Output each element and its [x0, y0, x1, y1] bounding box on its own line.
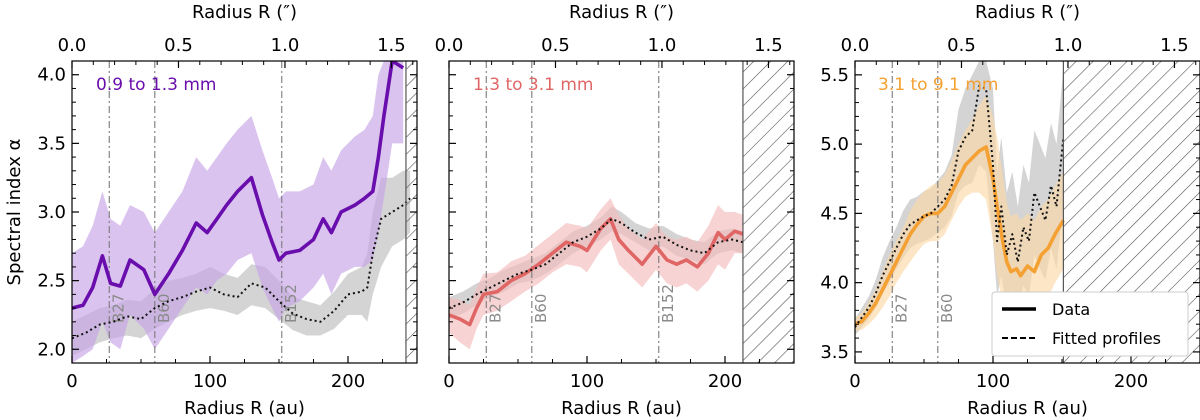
x-tick-label: 0 [443, 371, 454, 392]
x-tick-label: 100 [570, 371, 604, 392]
panel-2-ticks: 0 100 200 0.0 0.5 1.0 1.5 [435, 35, 795, 392]
top-tick-label: 0.5 [541, 35, 570, 56]
panel-2-label: 1.3 to 3.1 mm [473, 75, 593, 95]
y-tick-label: 3.5 [37, 133, 66, 154]
x-tick-label: 0 [849, 371, 860, 392]
x-tick-label: 0 [66, 371, 77, 392]
panel-2-xlabel: Radius R (au) [561, 398, 682, 419]
gap-marker-label: B60 [155, 294, 173, 323]
fit-uncertainty-band [449, 206, 743, 320]
legend-box [991, 291, 1189, 357]
panel-2: B27 B60 B152 0 100 200 0.0 0.5 1.0 1.5 1.3 to 3.… [435, 2, 795, 419]
gap-marker-label: B60 [938, 294, 956, 323]
x-tick-label: 100 [976, 371, 1010, 392]
panel-3: B27 B60 0 100 200 0.0 0.5 1.0 1.5 3.5 4.0 4.5 5.0 5.… [820, 2, 1200, 419]
gap-marker-label: B60 [532, 294, 550, 323]
top-tick-label: 0.0 [435, 35, 464, 56]
panel-1-plot: B27 B60 B152 [72, 61, 417, 363]
data-uncertainty-band [449, 198, 743, 350]
y-tick-label: 4.0 [37, 65, 66, 86]
x-tick-label: 200 [708, 371, 742, 392]
panel-3-label: 3.1 to 9.1 mm [878, 75, 998, 95]
panel-2-plot: B27 B60 B152 [449, 61, 794, 363]
y-tick-label: 4.0 [820, 273, 849, 294]
y-tick-label: 4.5 [820, 203, 849, 224]
top-tick-label: 0.5 [947, 35, 976, 56]
legend-data-label: Data [1052, 300, 1090, 319]
y-tick-label: 3.0 [37, 202, 66, 223]
panel-1-ticks: 0 100 200 0.0 0.5 1.0 1.5 2.0 2.5 3.0 3.5 4.0 [37, 35, 418, 392]
gap-marker-label: B27 [486, 294, 504, 323]
panel-1: B27 B60 B152 0 100 200 0.0 0.5 1.0 1.5 2.0 2.5 3.0 3… [4, 2, 418, 419]
top-tick-label: 1.5 [1160, 35, 1189, 56]
y-tick-label: 2.0 [37, 339, 66, 360]
hatched-region [742, 61, 794, 363]
top-tick-label: 1.0 [648, 35, 677, 56]
data-line [449, 217, 744, 327]
y-tick-label: 5.0 [820, 134, 849, 155]
top-tick-label: 1.5 [377, 35, 406, 56]
x-tick-label: 200 [331, 371, 365, 392]
x-tick-label: 200 [1114, 371, 1148, 392]
top-tick-label: 1.0 [271, 35, 300, 56]
gap-marker-label: B152 [282, 284, 300, 323]
fit-line [72, 197, 411, 340]
top-tick-label: 1.5 [754, 35, 783, 56]
legend-fit-label: Fitted profiles [1052, 329, 1161, 348]
panel-2-top-xlabel: Radius R (″) [569, 2, 674, 23]
y-axis-label: Spectral index α [4, 139, 25, 286]
legend: Data Fitted profiles [991, 291, 1189, 357]
gap-marker-label: B27 [109, 294, 127, 323]
data-line [72, 61, 405, 310]
panel-3-xlabel: Radius R (au) [967, 398, 1088, 419]
top-tick-label: 0.5 [164, 35, 193, 56]
panel-3-top-xlabel: Radius R (″) [975, 2, 1080, 23]
panel-1-xlabel: Radius R (au) [184, 398, 305, 419]
data-line [855, 145, 1065, 326]
top-tick-label: 0.0 [58, 35, 87, 56]
panel-1-top-xlabel: Radius R (″) [192, 2, 297, 23]
top-tick-label: 1.0 [1054, 35, 1083, 56]
fit-line [449, 217, 744, 310]
y-tick-label: 5.5 [820, 65, 849, 86]
gap-marker-label: B27 [892, 294, 910, 323]
top-tick-label: 0.0 [841, 35, 870, 56]
fit-line [855, 84, 1065, 328]
panel-1-label: 0.9 to 1.3 mm [96, 75, 216, 95]
x-tick-label: 100 [193, 371, 227, 392]
y-tick-label: 3.5 [820, 342, 849, 363]
panel-3-ticks: 0 100 200 0.0 0.5 1.0 1.5 3.5 4.0 4.5 5.0 5.5 [820, 35, 1200, 392]
y-tick-label: 2.5 [37, 271, 66, 292]
gap-marker-label: B152 [659, 284, 677, 323]
